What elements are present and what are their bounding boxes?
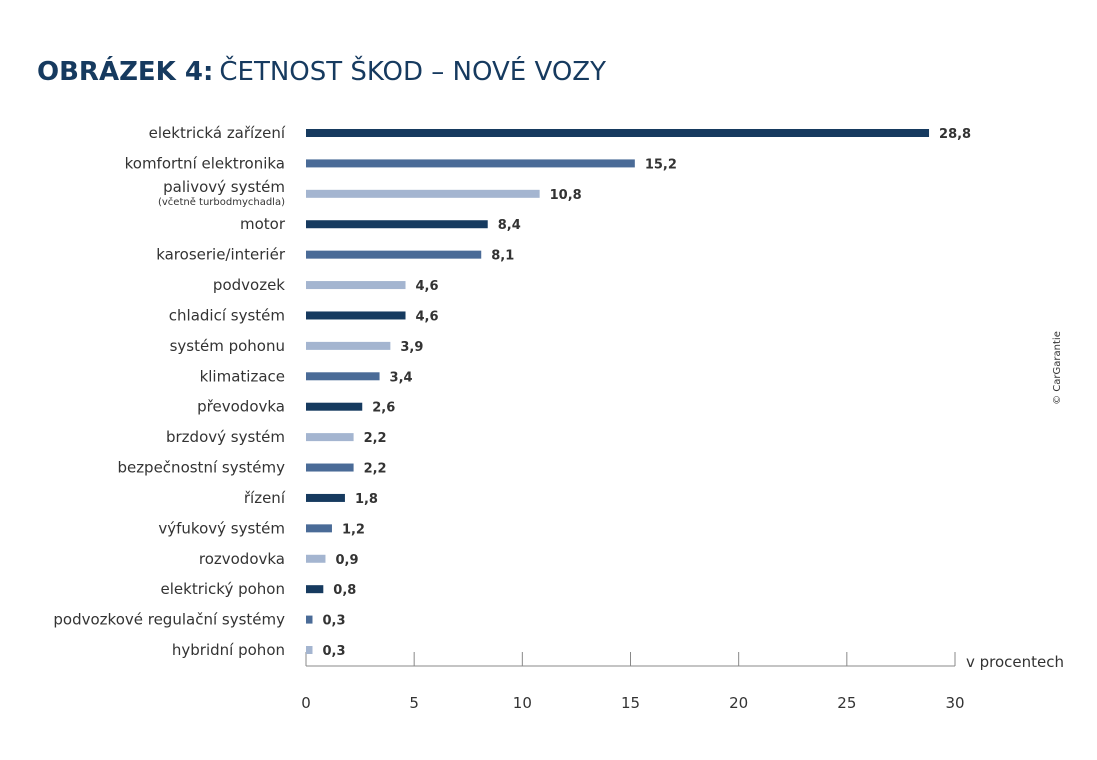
x-tick-label: 20 — [729, 694, 748, 712]
y-tick-label: systém pohonu — [170, 337, 285, 355]
value-label: 3,4 — [390, 370, 413, 385]
title-text: ČETNOST ŠKOD – NOVÉ VOZY — [219, 55, 606, 87]
bar — [306, 585, 324, 594]
value-label: 1,8 — [355, 492, 378, 507]
y-tick-label: komfortní elektronika — [125, 154, 285, 172]
y-tick-label: bezpečnostní systémy — [117, 459, 285, 477]
bar — [306, 372, 380, 381]
x-tick-label: 10 — [513, 694, 532, 712]
bar — [306, 189, 540, 198]
y-tick-sublabel: (včetně turbodmychadla) — [158, 196, 285, 208]
bar — [306, 433, 354, 442]
y-tick-label: hybridní pohon — [172, 641, 285, 659]
x-axis-label: v procentech — [966, 653, 1064, 671]
bar — [306, 159, 635, 168]
x-tick-label: 5 — [409, 694, 419, 712]
bar — [306, 646, 313, 654]
bar — [306, 493, 345, 502]
bar — [306, 311, 406, 320]
value-label: 4,6 — [416, 309, 439, 324]
y-tick-label: motor — [240, 215, 286, 233]
value-label: 10,8 — [550, 188, 582, 203]
value-label: 0,3 — [322, 644, 345, 659]
value-label: 0,8 — [333, 583, 356, 598]
value-label: 4,6 — [416, 279, 439, 294]
y-tick-label: karoserie/interiér — [156, 246, 286, 264]
y-tick-label: palivový systém — [163, 178, 285, 196]
value-label: 15,2 — [645, 157, 677, 172]
value-label: 0,9 — [335, 553, 358, 568]
bar — [306, 402, 363, 411]
chart-title: OBRÁZEK 4: ČETNOST ŠKOD – NOVÉ VOZY — [37, 55, 606, 87]
x-tick-label: 0 — [301, 694, 311, 712]
y-tick-label: převodovka — [197, 398, 285, 416]
y-tick-label: elektrický pohon — [161, 580, 285, 598]
value-label: 2,6 — [372, 401, 395, 416]
value-label: 0,3 — [322, 614, 345, 629]
value-label: 8,1 — [491, 249, 514, 264]
y-tick-label: podvozek — [213, 276, 285, 294]
x-tick-label: 30 — [945, 694, 964, 712]
value-label: 1,2 — [342, 522, 365, 537]
bar — [306, 281, 406, 290]
bar — [306, 220, 488, 229]
y-tick-label: chladicí systém — [169, 306, 285, 324]
bar — [306, 463, 354, 472]
bar — [306, 250, 482, 259]
figure-label: OBRÁZEK 4: — [37, 55, 213, 87]
y-tick-label: elektrická zařízení — [149, 124, 286, 142]
value-label: 3,9 — [400, 340, 423, 355]
copyright: © CarGarantie — [1052, 331, 1063, 405]
bar — [306, 524, 332, 533]
bar — [306, 554, 326, 563]
value-label: 28,8 — [939, 127, 971, 142]
x-tick-label: 25 — [837, 694, 856, 712]
x-tick-label: 15 — [621, 694, 640, 712]
value-label: 2,2 — [364, 462, 387, 477]
value-label: 8,4 — [498, 218, 521, 233]
y-tick-label: brzdový systém — [166, 428, 285, 446]
y-tick-label: výfukový systém — [158, 519, 285, 537]
bar — [306, 615, 313, 624]
y-tick-label: rozvodovka — [199, 550, 285, 568]
y-tick-label: podvozkové regulační systémy — [53, 611, 285, 629]
y-tick-label: řízení — [244, 489, 286, 507]
bar — [306, 341, 391, 350]
value-label: 2,2 — [364, 431, 387, 446]
y-tick-label: klimatizace — [200, 367, 285, 385]
bar — [306, 129, 930, 137]
